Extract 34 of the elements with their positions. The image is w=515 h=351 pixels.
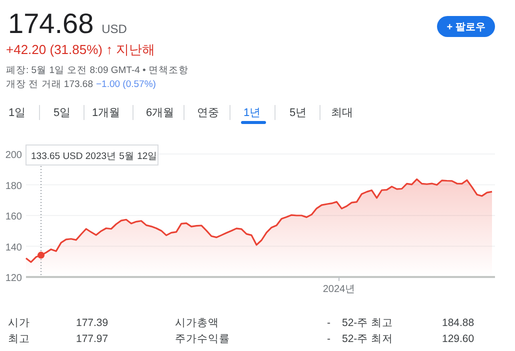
text: 2024년 [322,284,356,295]
text: 시가총액 [175,317,219,329]
text: 연중 [197,107,219,119]
text: 주가수익률 [175,333,230,345]
annotation: 133.65 USD 2023년 5월 12일 [31,151,158,162]
y-tick-label: 120 [5,273,22,284]
text: - [327,317,331,329]
text: 52-주 최고 [342,317,394,329]
text: 폐장: 5월 1일 오전 8:09 GMT-4 • 면책조항 [6,65,189,76]
text: +42.20 (31.85%) ↑ 지난해 [6,42,156,57]
text: 5일 [53,107,71,119]
text: 52-주 최저 [342,333,394,345]
text: 184.88 [442,317,474,329]
text: 177.39 [76,317,108,329]
y-tick-label: 160 [5,212,22,222]
y-tick-label: 180 [5,180,22,192]
text: 1개월 [92,107,120,119]
text: 177.97 [76,333,108,345]
text: 개장 전 거래 173.68 [6,79,93,90]
y-tick-label: 140 [5,242,22,254]
text: + 팔로우 [446,22,486,33]
text: −1.00 (0.57%) [96,79,156,90]
chart-title: 174.68 [8,8,94,39]
y-tick-label: 200 [5,150,22,161]
text: 최고 [8,333,30,345]
text: 6개월 [146,107,174,119]
text: 최대 [331,107,353,119]
text: - [327,333,331,345]
text: 1년 [243,107,261,119]
text: 5년 [289,107,307,119]
text: 1일 [8,107,26,119]
chart-subtitle: USD [102,22,128,36]
text: 129.60 [442,333,474,345]
text: 시가 [8,317,30,329]
